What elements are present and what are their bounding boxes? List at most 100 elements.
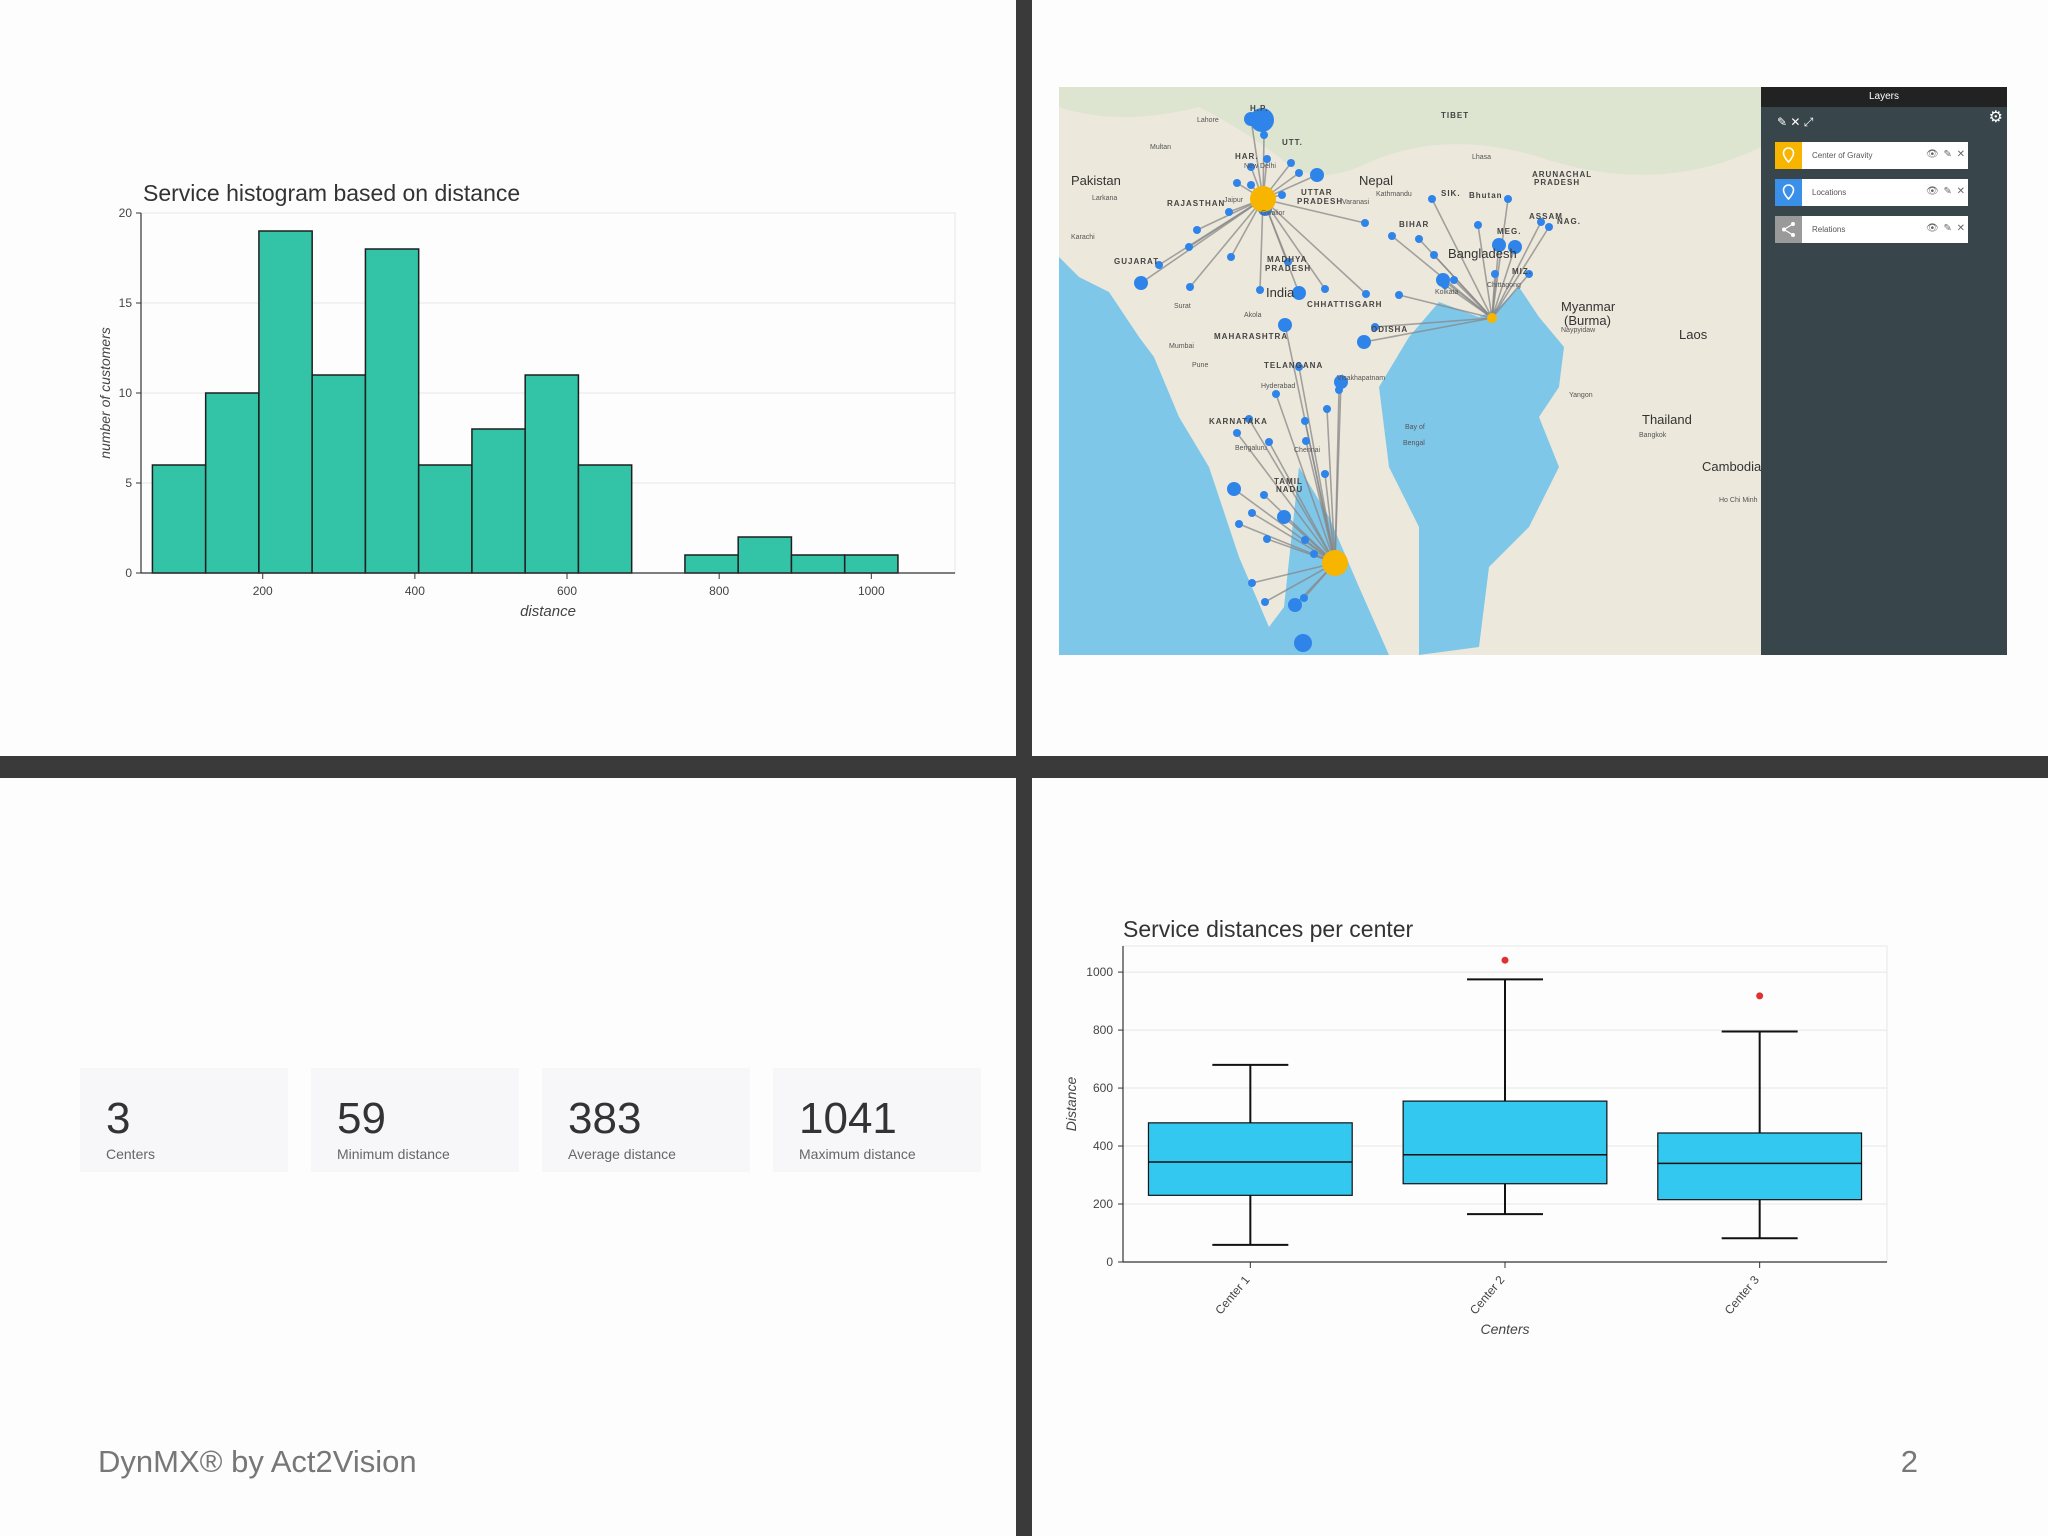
histogram-chart: 0 5 10 15 20 200 400 600 800 1000 distance number o… bbox=[97, 206, 956, 620]
southeast-asia-land bbox=[1559, 387, 1761, 655]
location-marker bbox=[1263, 155, 1271, 163]
map-place-label: GUJARAT bbox=[1114, 257, 1160, 266]
boxplot-chart: 0 200 400 600 800 1000 Center 1 Center 2 Center … bbox=[1063, 945, 1888, 1337]
location-marker bbox=[1300, 594, 1308, 602]
location-marker bbox=[1492, 238, 1506, 252]
relation-line bbox=[1262, 198, 1326, 290]
histogram-bar bbox=[524, 374, 580, 574]
location-marker bbox=[1321, 470, 1329, 478]
outlier-point bbox=[1756, 992, 1764, 1000]
map-place-label: KARNATAKA bbox=[1209, 417, 1268, 426]
map-place-label: (Burma) bbox=[1564, 313, 1611, 328]
location-marker bbox=[1277, 510, 1291, 524]
map-place-label: Nepal bbox=[1359, 173, 1393, 188]
relation-line bbox=[1491, 273, 1530, 319]
relation-line bbox=[1233, 488, 1336, 564]
map-place-label: Lhasa bbox=[1472, 154, 1492, 161]
share-icon bbox=[1775, 216, 1802, 243]
map-place-label: Ho Chi Minh bbox=[1719, 497, 1758, 504]
location-marker bbox=[1227, 253, 1235, 261]
location-marker bbox=[1474, 221, 1482, 229]
location-marker bbox=[1248, 579, 1256, 587]
map-place-label: H.P. bbox=[1250, 104, 1269, 113]
relation-line bbox=[1251, 562, 1336, 584]
relation-line bbox=[1262, 198, 1367, 295]
map-place-label: CHHATTISGARH bbox=[1307, 300, 1383, 309]
map-place-label: Myanmar bbox=[1561, 299, 1616, 314]
histogram-bar bbox=[737, 536, 793, 574]
map-view[interactable]: Pakistan Nepal India Bangladesh Myanmar (Burm… bbox=[1059, 87, 2007, 655]
pin-icon bbox=[1775, 179, 1802, 206]
map-place-label: TAMIL bbox=[1274, 477, 1303, 486]
relation-line bbox=[1491, 273, 1496, 319]
map-place-label: Thailand bbox=[1642, 412, 1692, 427]
location-marker bbox=[1225, 208, 1233, 216]
map-place-label: Pakistan bbox=[1071, 173, 1121, 188]
x-tick-label: 800 bbox=[709, 584, 729, 598]
relation-line bbox=[1374, 317, 1493, 328]
stat-value: 1041 bbox=[799, 1094, 897, 1143]
location-marker bbox=[1287, 159, 1295, 167]
relation-line bbox=[1324, 473, 1336, 564]
boxplot-panel: Service distances per center 0 200 400 600 8… bbox=[1032, 778, 2048, 1536]
location-marker bbox=[1235, 520, 1243, 528]
relation-line bbox=[1491, 246, 1516, 319]
footer-brand: DynMX® by Act2Vision bbox=[98, 1444, 417, 1479]
histogram-bar bbox=[790, 554, 846, 574]
histogram-title: Service histogram based on distance bbox=[143, 180, 521, 206]
layer-actions[interactable]: 👁 ✎ ✕ bbox=[1925, 186, 1966, 197]
layer-actions[interactable]: 👁 ✎ ✕ bbox=[1925, 223, 1966, 234]
location-marker bbox=[1428, 195, 1436, 203]
map-place-label: Laos bbox=[1679, 327, 1708, 342]
map-place-label: ASSAM bbox=[1529, 212, 1563, 221]
location-marker bbox=[1545, 223, 1553, 231]
location-marker bbox=[1508, 240, 1522, 254]
box bbox=[1402, 1100, 1608, 1185]
map-place-label: Yangon bbox=[1569, 392, 1593, 399]
map-place-label: Pune bbox=[1192, 362, 1209, 369]
histogram-bar bbox=[204, 392, 260, 574]
stat-card-centers: 3 Centers bbox=[80, 1068, 288, 1172]
stat-card-minimum-distance: 59 Minimum distance bbox=[311, 1068, 519, 1172]
stat-value: 59 bbox=[337, 1094, 386, 1143]
relation-line bbox=[1477, 224, 1493, 319]
map-place-label: SIK. bbox=[1441, 189, 1461, 198]
map-place-label: Multan bbox=[1150, 144, 1172, 151]
map-place-label: Kolkata bbox=[1435, 289, 1459, 296]
map-place-label: Lahore bbox=[1197, 117, 1219, 124]
box bbox=[1657, 1132, 1863, 1201]
map-place-label: Bangkok bbox=[1639, 432, 1667, 439]
location-marker bbox=[1272, 390, 1280, 398]
location-marker bbox=[1362, 290, 1370, 298]
location-marker bbox=[1233, 429, 1241, 437]
layer-actions[interactable]: 👁 ✎ ✕ bbox=[1925, 149, 1966, 160]
location-marker bbox=[1334, 375, 1348, 389]
location-marker bbox=[1450, 276, 1458, 284]
map-place-label: Surat bbox=[1174, 303, 1191, 310]
gear-icon[interactable]: ⚙ bbox=[1988, 109, 2003, 126]
map-place-label: Jaipur bbox=[1224, 197, 1244, 204]
y-tick-label: 20 bbox=[119, 206, 133, 220]
layer-row-center-of-gravity[interactable]: Center of Gravity 👁 ✎ ✕ bbox=[1775, 142, 1968, 169]
stat-card-average-distance: 383 Average distance bbox=[542, 1068, 750, 1172]
location-marker bbox=[1491, 270, 1499, 278]
location-marker bbox=[1321, 285, 1329, 293]
map-place-label: Larkana bbox=[1092, 195, 1118, 202]
relation-line bbox=[1433, 254, 1493, 319]
layer-row-relations[interactable]: Relations 👁 ✎ ✕ bbox=[1775, 216, 1968, 243]
layer-row-locations[interactable]: Locations 👁 ✎ ✕ bbox=[1775, 179, 1968, 206]
map-place-label: Bengal bbox=[1403, 440, 1425, 447]
box bbox=[1147, 1122, 1353, 1196]
location-marker bbox=[1323, 405, 1331, 413]
relation-line bbox=[1251, 512, 1336, 564]
map-place-label: Gwalior bbox=[1261, 210, 1285, 217]
location-marker bbox=[1265, 438, 1273, 446]
map-place-label: Bhutan bbox=[1469, 191, 1503, 200]
location-marker bbox=[1260, 491, 1268, 499]
layer-tools[interactable]: ✎ ✕ ⤢ bbox=[1777, 115, 1814, 129]
location-marker bbox=[1261, 598, 1269, 606]
map-place-label: TELANGANA bbox=[1264, 361, 1324, 370]
histogram-bar bbox=[258, 230, 313, 574]
location-marker bbox=[1193, 226, 1201, 234]
y-axis-label: Distance bbox=[1063, 1077, 1079, 1132]
